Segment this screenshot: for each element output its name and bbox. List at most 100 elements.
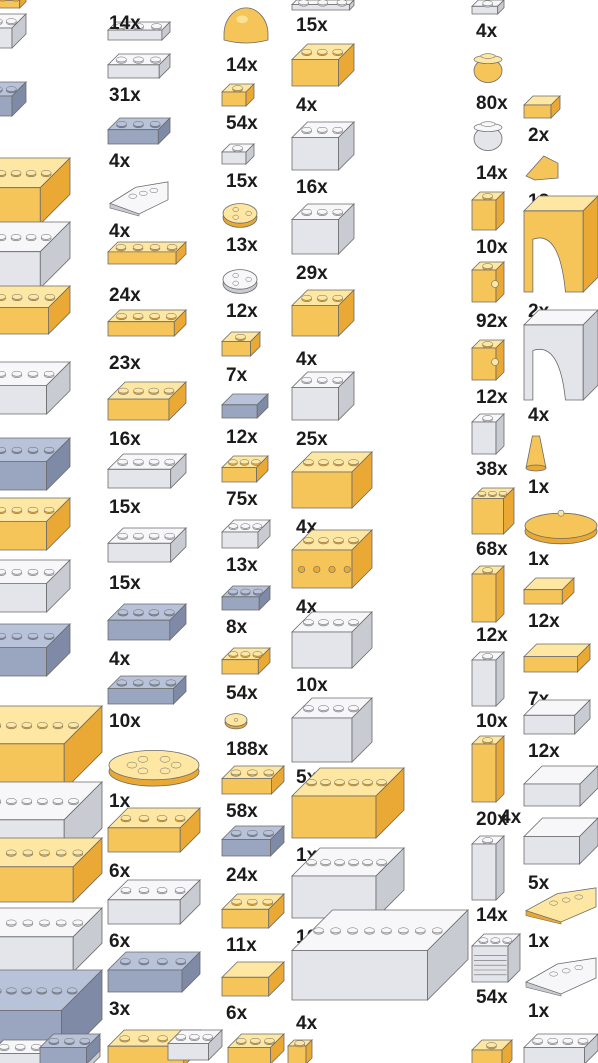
- white-brick-image: [291, 121, 355, 171]
- white-brick-image: [291, 611, 373, 669]
- part-count: 14x: [476, 163, 508, 184]
- white-brick-image: [291, 371, 355, 421]
- yellow-dome-image: [223, 7, 269, 44]
- part-count: 4x: [296, 1013, 318, 1034]
- yellow-tile-image: [221, 961, 285, 997]
- partial-part-image: [0, 437, 71, 491]
- white-tall-brick-image: [471, 835, 505, 901]
- white-arch-image: [523, 309, 598, 401]
- part-count: 38x: [476, 459, 508, 480]
- white-tile-image: [523, 817, 598, 865]
- part-count: 7x: [226, 365, 248, 386]
- part-count: 1x: [528, 549, 550, 570]
- yellow-tile-image: [523, 577, 575, 605]
- part-count: 6x: [109, 931, 131, 952]
- part-count: 54x: [226, 683, 258, 704]
- part-count: 92x: [476, 311, 508, 332]
- white-grille-brick-image: [471, 933, 521, 983]
- yellow-cone-image: [525, 435, 547, 472]
- part-count: 54x: [476, 987, 508, 1008]
- part-count: 1x: [528, 477, 550, 498]
- white-plate-image: [221, 143, 255, 165]
- part-count: 5x: [528, 873, 550, 894]
- part-count: 10x: [296, 675, 328, 696]
- partial-part-image: [0, 559, 71, 613]
- part-count: 12x: [476, 387, 508, 408]
- white-tall-brick-image: [471, 651, 505, 707]
- white-brick-image: [291, 847, 405, 919]
- part-count: 20x: [476, 809, 508, 830]
- part-count: 12x: [226, 301, 258, 322]
- white-plate-image: [107, 527, 187, 563]
- part-count: 31x: [109, 85, 141, 106]
- white-round-plate-image: [222, 269, 258, 294]
- part-count: 16x: [296, 177, 328, 198]
- part-count: 4x: [109, 221, 131, 242]
- white-round-brick-image: [473, 121, 503, 151]
- part-count: 12x: [476, 625, 508, 646]
- yellow-plate-image: [221, 765, 285, 795]
- yellow-slope-image: [525, 155, 559, 181]
- partial-part-image: [0, 623, 71, 677]
- yellow-plate-image: [221, 83, 255, 107]
- part-count: 6x: [226, 1003, 248, 1024]
- part-count: 68x: [476, 539, 508, 560]
- part-count: 29x: [296, 263, 328, 284]
- part-count: 16x: [109, 429, 141, 450]
- part-count: 4x: [109, 151, 131, 172]
- white-brick-image: [291, 203, 355, 255]
- partial-part-image: [39, 1033, 101, 1063]
- part-count: 58x: [226, 801, 258, 822]
- part-count: 1x: [528, 931, 550, 952]
- yellow-plate-image: [221, 455, 269, 483]
- white-plate-image: [107, 879, 201, 925]
- yellow-brick-image: [471, 191, 505, 231]
- yellow-dish-image: [524, 509, 598, 545]
- grey-plate-image: [107, 951, 201, 993]
- yellow-brick-image: [471, 565, 505, 623]
- yellow-plate-image: [221, 331, 261, 357]
- partial-part-image: [0, 907, 103, 973]
- yellow-technic-brick-image: [291, 529, 373, 589]
- part-count: 1x: [109, 791, 131, 812]
- yellow-plate-image: [221, 893, 285, 929]
- part-count: 23x: [109, 353, 141, 374]
- part-count: 13x: [226, 555, 258, 576]
- part-count: 4x: [528, 405, 550, 426]
- part-count: 2x: [528, 125, 550, 146]
- yellow-tall-brick-image: [471, 735, 505, 803]
- white-plate-image: [221, 519, 271, 549]
- yellow-tile-image: [523, 95, 561, 119]
- part-count: 13x: [226, 235, 258, 256]
- grey-plate-image: [221, 825, 285, 857]
- part-count: 8x: [226, 617, 248, 638]
- part-count: 15x: [109, 573, 141, 594]
- part-count: 14x: [226, 55, 258, 76]
- part-count: 14x: [109, 13, 141, 34]
- part-count: 12x: [528, 741, 560, 762]
- yellow-brick-image: [291, 451, 373, 509]
- white-brick-image: [291, 909, 469, 1001]
- partial-part-image: [0, 837, 103, 903]
- part-count: 1x: [528, 1001, 550, 1022]
- grey-plate-image: [221, 585, 271, 611]
- white-wedge-plate-image: [525, 957, 597, 997]
- partial-part-image: [0, 13, 27, 49]
- white-brick-image: [291, 0, 355, 11]
- partial-part-image: [471, 1039, 513, 1063]
- part-count: 4x: [109, 649, 131, 670]
- part-count: 3x: [109, 999, 131, 1020]
- white-plate-image: [107, 21, 171, 41]
- part-count: 15x: [226, 171, 258, 192]
- grey-plate-image: [107, 117, 171, 145]
- partial-part-image: [0, 361, 71, 415]
- white-plate-image: [107, 53, 171, 79]
- part-count: 14x: [476, 905, 508, 926]
- white-plate-image: [107, 453, 187, 489]
- yellow-round-plate-image: [222, 203, 258, 228]
- white-tile-image: [523, 699, 591, 735]
- yellow-brick-image: [291, 43, 355, 87]
- yellow-plate-image: [221, 647, 271, 675]
- partial-part-image: [0, 81, 27, 117]
